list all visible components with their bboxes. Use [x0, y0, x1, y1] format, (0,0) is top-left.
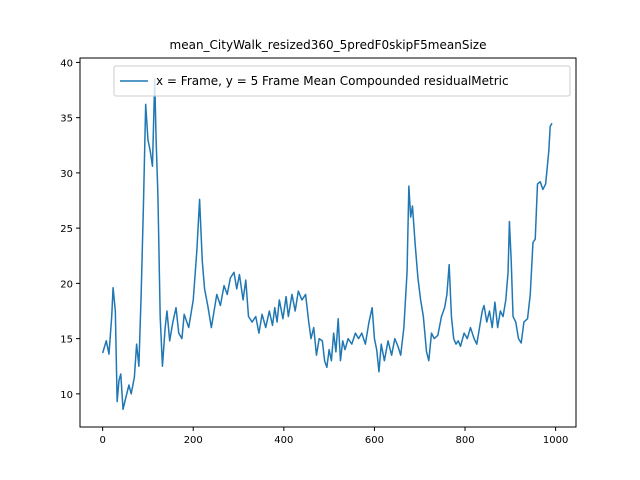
y-tick-label: 40 — [60, 58, 73, 69]
y-tick-label: 15 — [60, 335, 73, 346]
y-tick-label: 35 — [60, 114, 73, 125]
chart-title: mean_CityWalk_resized360_5predF0skipF5me… — [170, 38, 487, 52]
x-tick-label: 200 — [184, 435, 203, 446]
x-tick-label: 800 — [455, 435, 474, 446]
line — [101, 78, 553, 411]
x-tick-label: 0 — [99, 435, 105, 446]
y-tick-label: 25 — [60, 224, 73, 235]
y-tick-label: 10 — [60, 390, 73, 401]
plot-frame — [79, 57, 577, 428]
x-tick-label: 600 — [365, 435, 384, 446]
x-tick-label: 1000 — [543, 435, 568, 446]
y-tick-label: 30 — [60, 169, 73, 180]
y-tick-label: 20 — [60, 279, 73, 290]
legend-label: x = Frame, y = 5 Frame Mean Compounded r… — [156, 74, 509, 88]
x-tick-label: 400 — [274, 435, 293, 446]
legend-box — [113, 65, 571, 97]
